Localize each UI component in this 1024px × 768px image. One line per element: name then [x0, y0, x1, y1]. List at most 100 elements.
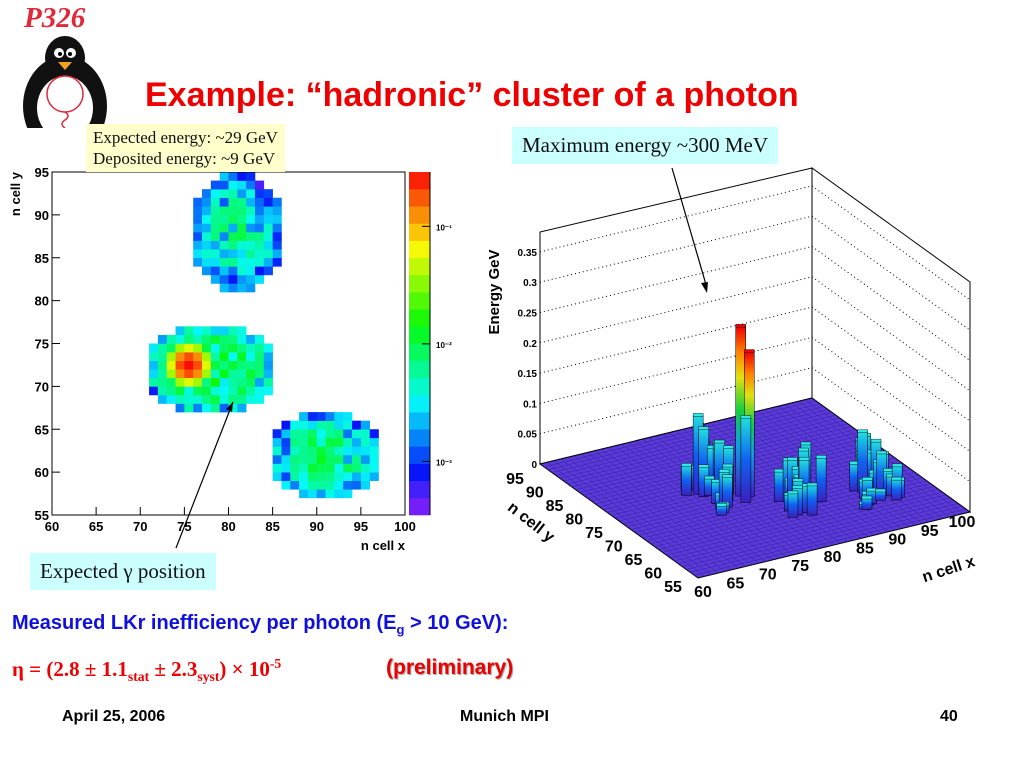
y-axis-label: n cell y: [8, 171, 23, 216]
heatmap-cell: [272, 206, 282, 216]
z-tick-label: 0: [531, 460, 537, 471]
y-tick-label: 75: [35, 337, 49, 352]
heatmap-cell: [325, 412, 335, 421]
heatmap-cell: [184, 394, 194, 404]
lego-bar-top: [740, 415, 752, 419]
x-tick-label: 90: [888, 532, 906, 549]
heatmap-cell: [263, 360, 273, 370]
heatmap-cell: [369, 429, 379, 439]
heatmap-cell: [254, 386, 265, 396]
grid-line: [811, 306, 971, 422]
heatmap-cell: [237, 223, 247, 233]
lego-bar-top: [876, 450, 887, 455]
heatmap-cell: [193, 197, 203, 207]
heatmap-cell: [246, 223, 256, 233]
x-tick-label: 80: [221, 519, 235, 534]
lego-bar: [716, 504, 727, 516]
lego-bar-top: [787, 490, 799, 495]
heatmap-cell: [210, 394, 220, 404]
y-tick-label: 60: [35, 465, 49, 480]
heatmap-cell: [166, 377, 176, 387]
lego-bar: [815, 457, 827, 502]
expected-position-note: Expected γ position: [30, 553, 216, 590]
lego-bar-top: [875, 488, 886, 493]
heatmap-cell: [316, 429, 326, 439]
heatmap-cell: [299, 437, 309, 447]
heatmap-cell: [166, 352, 176, 361]
heatmap-cell: [246, 257, 256, 267]
colorbar-bin: [409, 172, 430, 190]
heatmap-cell: [157, 394, 168, 404]
heatmap-cell: [184, 369, 194, 379]
heatmap-cell: [334, 480, 344, 490]
heatmap-cell: [228, 394, 238, 404]
colorbar-bin: [409, 412, 430, 430]
heatmap-cell: [254, 214, 265, 224]
lego-bar-top: [723, 445, 734, 449]
heatmap-cell: [263, 214, 273, 224]
heatmap-cell: [299, 420, 309, 430]
lego-bar-top: [704, 475, 715, 480]
lego-bar: [740, 417, 752, 503]
lego-bars: [680, 324, 905, 518]
heatmap-cell: [307, 429, 318, 439]
lego-bar-top: [861, 495, 873, 500]
lego-bar-top: [774, 468, 785, 473]
preliminary-label: (preliminary): [386, 656, 514, 679]
heatmap-cell: [219, 326, 229, 336]
heatmap-cell: [184, 334, 194, 344]
heatmap-cell: [237, 257, 247, 267]
heatmap-cell: [263, 232, 273, 241]
heatmap-cell: [219, 197, 229, 207]
heatmap-cell: [254, 369, 265, 379]
heatmap-cell: [228, 223, 238, 233]
heatmap-cell: [210, 206, 220, 216]
measured-inefficiency-text: Measured LKr inefficiency per photon (Eg…: [12, 612, 508, 637]
lego-bar-top: [891, 463, 903, 468]
heatmap-cell: [193, 377, 203, 387]
lego-bar: [891, 478, 902, 501]
heatmap-cell: [343, 412, 353, 421]
heatmap-cell: [343, 446, 353, 456]
heatmap-cell: [237, 360, 247, 370]
y-tick-label: 70: [35, 379, 49, 394]
x-tick-label: 65: [726, 575, 744, 592]
lego-bar: [774, 470, 785, 502]
heatmap-cells: [149, 172, 379, 499]
grid-line: [811, 215, 971, 331]
heatmap-cell: [210, 352, 220, 361]
colorbar-bin: [409, 377, 430, 396]
heatmap-cell: [219, 206, 229, 216]
colorbar-bin: [409, 429, 430, 447]
heatmap-cell: [263, 197, 273, 207]
heatmap-cell: [175, 343, 185, 353]
y-tick-label: 70: [605, 539, 623, 556]
eta-c: ) × 10: [219, 657, 270, 681]
heatmap-cell: [175, 369, 185, 379]
arrow-head-icon: [701, 282, 708, 293]
colorbar-bin: [409, 326, 430, 344]
heatmap-cell: [237, 266, 247, 276]
heatmap-cell: [334, 472, 344, 481]
heatmap-cell: [307, 420, 318, 430]
lego-bar-top: [866, 487, 877, 492]
colorbar-bin: [409, 446, 430, 464]
max-energy-arrow: [671, 167, 708, 289]
colorbar-bin: [409, 343, 430, 361]
colorbar-bin: [409, 309, 430, 327]
logo-text: P326: [24, 2, 86, 34]
heatmap-cell: [237, 394, 247, 404]
heatmap-cell: [193, 240, 203, 250]
heatmap-cell: [202, 403, 212, 413]
penguin-icon: [23, 36, 107, 128]
heatmap-cell: [334, 454, 344, 464]
heatmap-cell: [246, 189, 256, 199]
heatmap-cell: [219, 369, 229, 379]
footer-page: 40: [940, 708, 958, 725]
heatmap-cell: [210, 257, 220, 267]
z-tick-label: 0.1: [523, 399, 537, 410]
heatmap-cell: [219, 343, 229, 353]
heatmap-cell: [369, 437, 379, 447]
colorbar-bin: [409, 292, 430, 310]
heatmap-cell: [254, 189, 265, 199]
